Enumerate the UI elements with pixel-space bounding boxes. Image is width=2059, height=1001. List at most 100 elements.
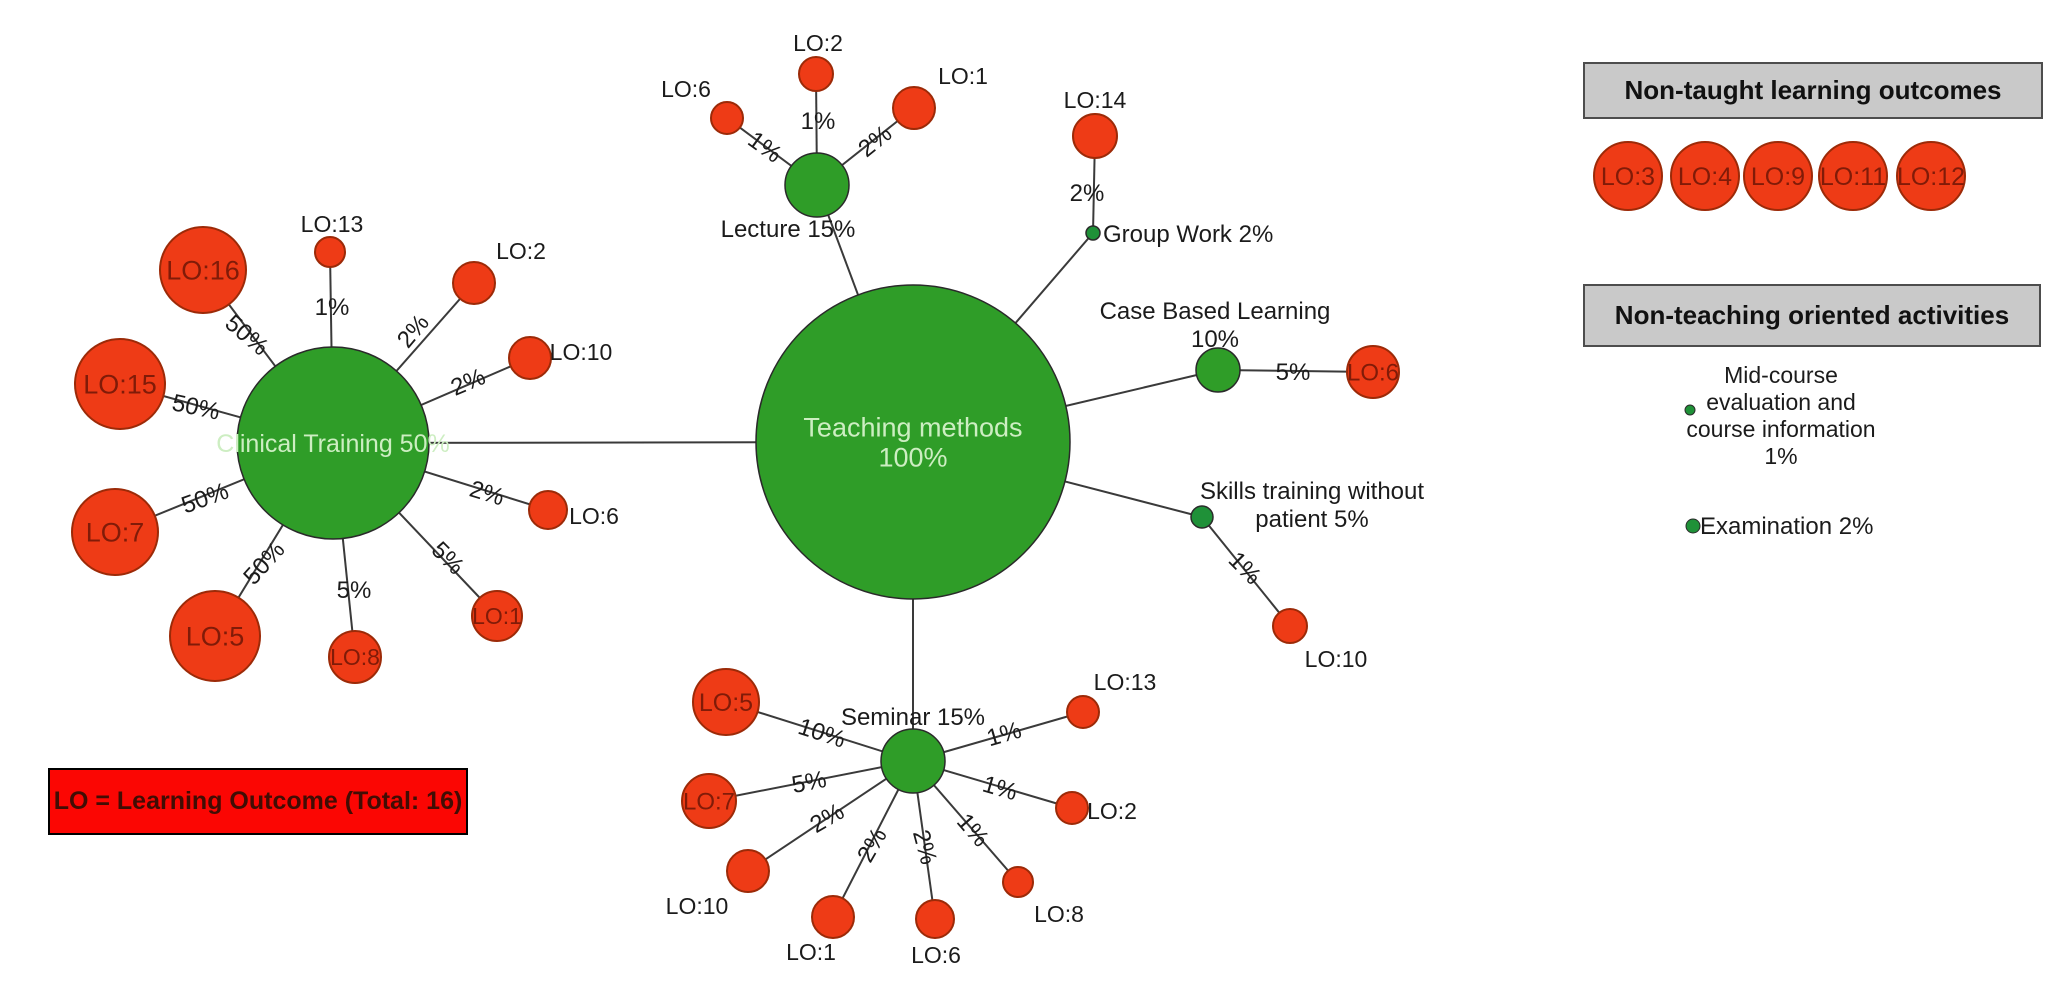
legend-lo-label-LO:4: LO:4 [1678,163,1732,191]
method-node-clinical [236,346,430,540]
legend-lo-circle-LO:12 [1896,141,1966,211]
lo-label-c16: LO:16 [166,255,240,285]
nodes-layer [71,56,1966,939]
method-label-cbl: Case Based Learning [1100,298,1331,325]
edge-label-clinical-c13: 1% [315,294,350,321]
lo-node-c10 [508,336,552,380]
lo-label-c2: LO:2 [496,238,546,264]
non-taught-legend-title: Non-taught learning outcomes [1624,75,2002,105]
lo-label-cb6: LO:6 [1347,359,1399,386]
method-label-cbl: 10% [1191,326,1239,353]
midcourse-line-2: evaluation and [1706,389,1856,415]
lo-node-g14 [1072,113,1118,159]
lo-node-c15 [74,338,166,430]
legend-lo-circle-LO:9 [1743,141,1813,211]
legend-lo-circle-LO:11 [1818,141,1888,211]
method-label-skills: Skills training without [1200,478,1424,505]
lo-label-c15: LO:15 [83,369,157,399]
lo-label-s8: LO:8 [1034,901,1084,927]
lo-label-c6: LO:6 [569,503,619,529]
lo-label-s13: LO:13 [1094,669,1157,695]
method-node-lecture [784,152,850,218]
lo-label-c10: LO:10 [550,339,613,365]
lo-label-l1: LO:1 [938,63,988,89]
edge-label-clinical-c5: 50% [238,536,290,590]
lo-node-c7 [71,488,159,576]
lo-node-s13 [1066,695,1100,729]
lo-label-s2: LO:2 [1087,798,1137,824]
edge-label-seminar-s6: 2% [907,827,942,867]
midcourse-dot [1684,404,1696,416]
edge-skills-sk10 [1201,516,1291,627]
legend-lo-label-LO:9: LO:9 [1751,163,1805,191]
lo-label-s10: LO:10 [666,893,729,919]
edge-label-lecture-l6: 1% [743,126,787,168]
lo-node-c2 [452,261,496,305]
lo-node-c5 [169,590,261,682]
method-node-cbl [1195,347,1241,393]
lo-node-sk10 [1272,608,1308,644]
lo-node-s10 [726,849,770,893]
midcourse-line-3: course information [1686,416,1876,442]
legend-lo-circle-LO:4 [1670,141,1740,211]
lo-node-l2 [798,56,834,92]
method-label-groupwork: Group Work 2% [1103,221,1273,248]
midcourse-evaluation-label: Mid-course evaluation and course informa… [1621,362,1941,470]
edge-label-clinical-c6: 2% [466,475,507,511]
lo-label-c5: LO:5 [186,621,245,651]
legend-lo-label-LO:3: LO:3 [1601,163,1655,191]
method-label-lecture: Lecture 15% [721,216,856,243]
lo-label-sk10: LO:10 [1305,646,1368,672]
lo-node-c8 [328,630,382,684]
method-label-teaching: Teaching methods [803,412,1022,442]
lo-label-s6: LO:6 [911,942,961,968]
edge-label-seminar-s10: 2% [805,798,849,839]
edge-label-seminar-s7: 5% [789,766,828,799]
method-node-groupwork [1085,225,1101,241]
method-node-skills [1190,505,1214,529]
edge-label-seminar-s13: 1% [984,717,1025,753]
lo-label-c13: LO:13 [301,211,364,237]
edge-label-clinical-c2: 2% [392,309,435,353]
non-teaching-legend-header: Non-teaching oriented activities [1583,284,2041,347]
lo-label-s1: LO:1 [786,939,836,965]
lo-label-g14: LO:14 [1064,87,1127,113]
edge-label-lecture-l2: 1% [801,108,836,135]
lo-label-s7: LO:7 [683,788,735,815]
edge-label-clinical-c7: 50% [178,478,232,520]
lo-node-s2 [1055,791,1089,825]
method-node-teaching [755,284,1071,600]
edge-label-cbl-cb6: 5% [1276,359,1311,386]
lo-node-s7 [681,773,737,829]
lo-label-l6: LO:6 [661,76,711,102]
lo-node-s6 [915,899,955,939]
lo-node-s8 [1002,866,1034,898]
edge-label-groupwork-g14: 2% [1070,180,1105,207]
lo-label-c1: LO:1 [472,603,522,629]
lo-label-c7: LO:7 [86,517,145,547]
lo-node-s5 [692,668,760,736]
midcourse-line-4: 1% [1764,443,1798,469]
lo-node-c6 [528,490,568,530]
method-node-seminar [880,728,946,794]
lo-label-l2: LO:2 [793,30,843,56]
method-label-seminar: Seminar 15% [841,704,985,731]
examination-label: Examination 2% [1700,513,1874,540]
edge-seminar-s10 [747,760,914,872]
edge-label-seminar-s1: 2% [852,823,893,867]
edge-label-clinical-c8: 5% [337,577,372,604]
lo-node-cb6 [1346,345,1400,399]
lo-node-l6 [710,101,744,135]
edge-label-skills-sk10: 1% [1223,547,1267,591]
method-label-skills: patient 5% [1255,506,1368,533]
non-taught-legend-header: Non-taught learning outcomes [1583,62,2043,119]
lo-node-c13 [314,236,346,268]
lo-node-c16 [159,226,247,314]
legend-lo-label-LO:12: LO:12 [1897,163,1965,191]
non-teaching-legend-title: Non-teaching oriented activities [1614,300,2010,330]
method-label-teaching: 100% [878,442,947,472]
legend-lo-circle-LO:3 [1593,141,1663,211]
lo-node-c1 [471,590,523,642]
